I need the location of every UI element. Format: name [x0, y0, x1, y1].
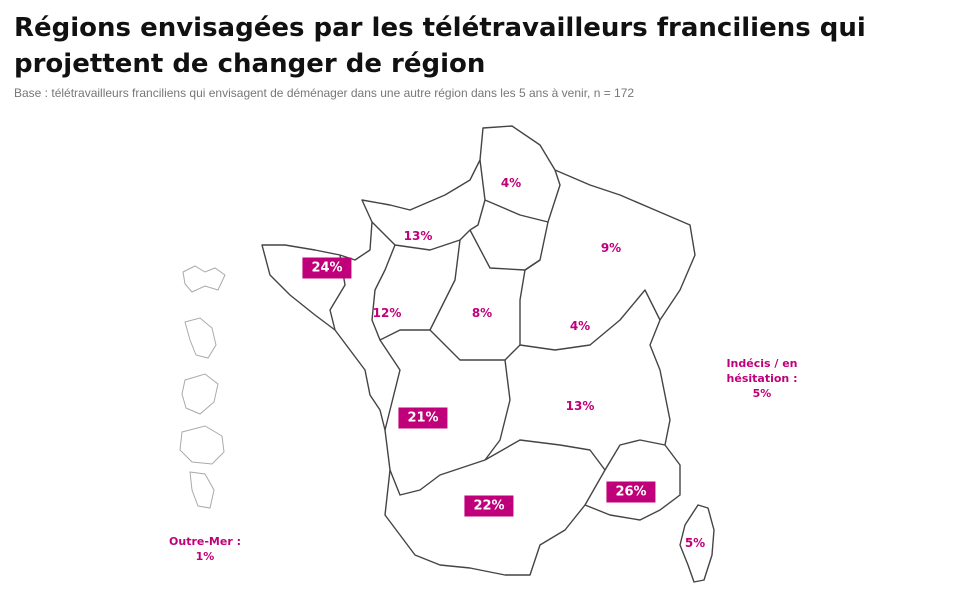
mayotte-outline — [189, 471, 215, 509]
undecided-line2: hésitation : — [726, 372, 798, 385]
reunion-outline — [179, 425, 225, 465]
undecided-note: Indécis / en hésitation : 5% — [712, 356, 812, 401]
region-boundary — [389, 459, 486, 496]
guadeloupe-outline — [182, 265, 226, 293]
region-boundary — [371, 244, 430, 341]
region-boundary — [584, 469, 606, 506]
region-boundary — [519, 269, 526, 345]
region-label-auvergne-rhone-alpes: 13% — [565, 399, 595, 413]
region-label-provence-alpes-cote-d-azur: 26% — [606, 481, 656, 503]
region-boundary — [469, 229, 541, 271]
region-label-bretagne: 24% — [302, 257, 352, 279]
region-boundary — [371, 221, 471, 251]
martinique-outline — [184, 317, 217, 359]
undecided-value: 5% — [752, 387, 772, 400]
region-boundary — [379, 339, 401, 431]
region-boundary — [484, 169, 561, 223]
region-boundary — [429, 329, 521, 361]
region-label-pays-de-la-loire: 12% — [372, 306, 402, 320]
region-label-occitanie: 22% — [464, 495, 514, 517]
outre-mer-value: 1% — [195, 550, 215, 563]
region-label-centre-val-de-loire: 8% — [471, 306, 493, 320]
region-boundary — [519, 289, 661, 351]
corse-outline — [679, 504, 715, 583]
region-boundary — [429, 239, 461, 331]
region-boundary — [469, 159, 486, 231]
guyane-outline — [181, 373, 219, 415]
france-outline — [261, 125, 696, 576]
page-subtitle: Base : télétravailleurs franciliens qui … — [14, 86, 635, 100]
region-label-hauts-de-france: 4% — [500, 176, 522, 190]
region-label-nouvelle-aquitaine: 21% — [398, 407, 448, 429]
outre-mer-line1: Outre-Mer : — [169, 535, 241, 548]
outre-mer-note: Outre-Mer : 1% — [160, 534, 250, 564]
region-label-bourgogne-franche-comte: 4% — [569, 319, 591, 333]
undecided-line1: Indécis / en — [726, 357, 798, 370]
page-title: Régions envisagées par les télétravaille… — [14, 13, 866, 79]
region-label-corse: 5% — [684, 536, 706, 550]
region-label-normandie: 13% — [403, 229, 433, 243]
region-boundary — [484, 439, 666, 471]
region-boundary — [484, 359, 511, 461]
region-label-grand-est: 9% — [600, 241, 622, 255]
